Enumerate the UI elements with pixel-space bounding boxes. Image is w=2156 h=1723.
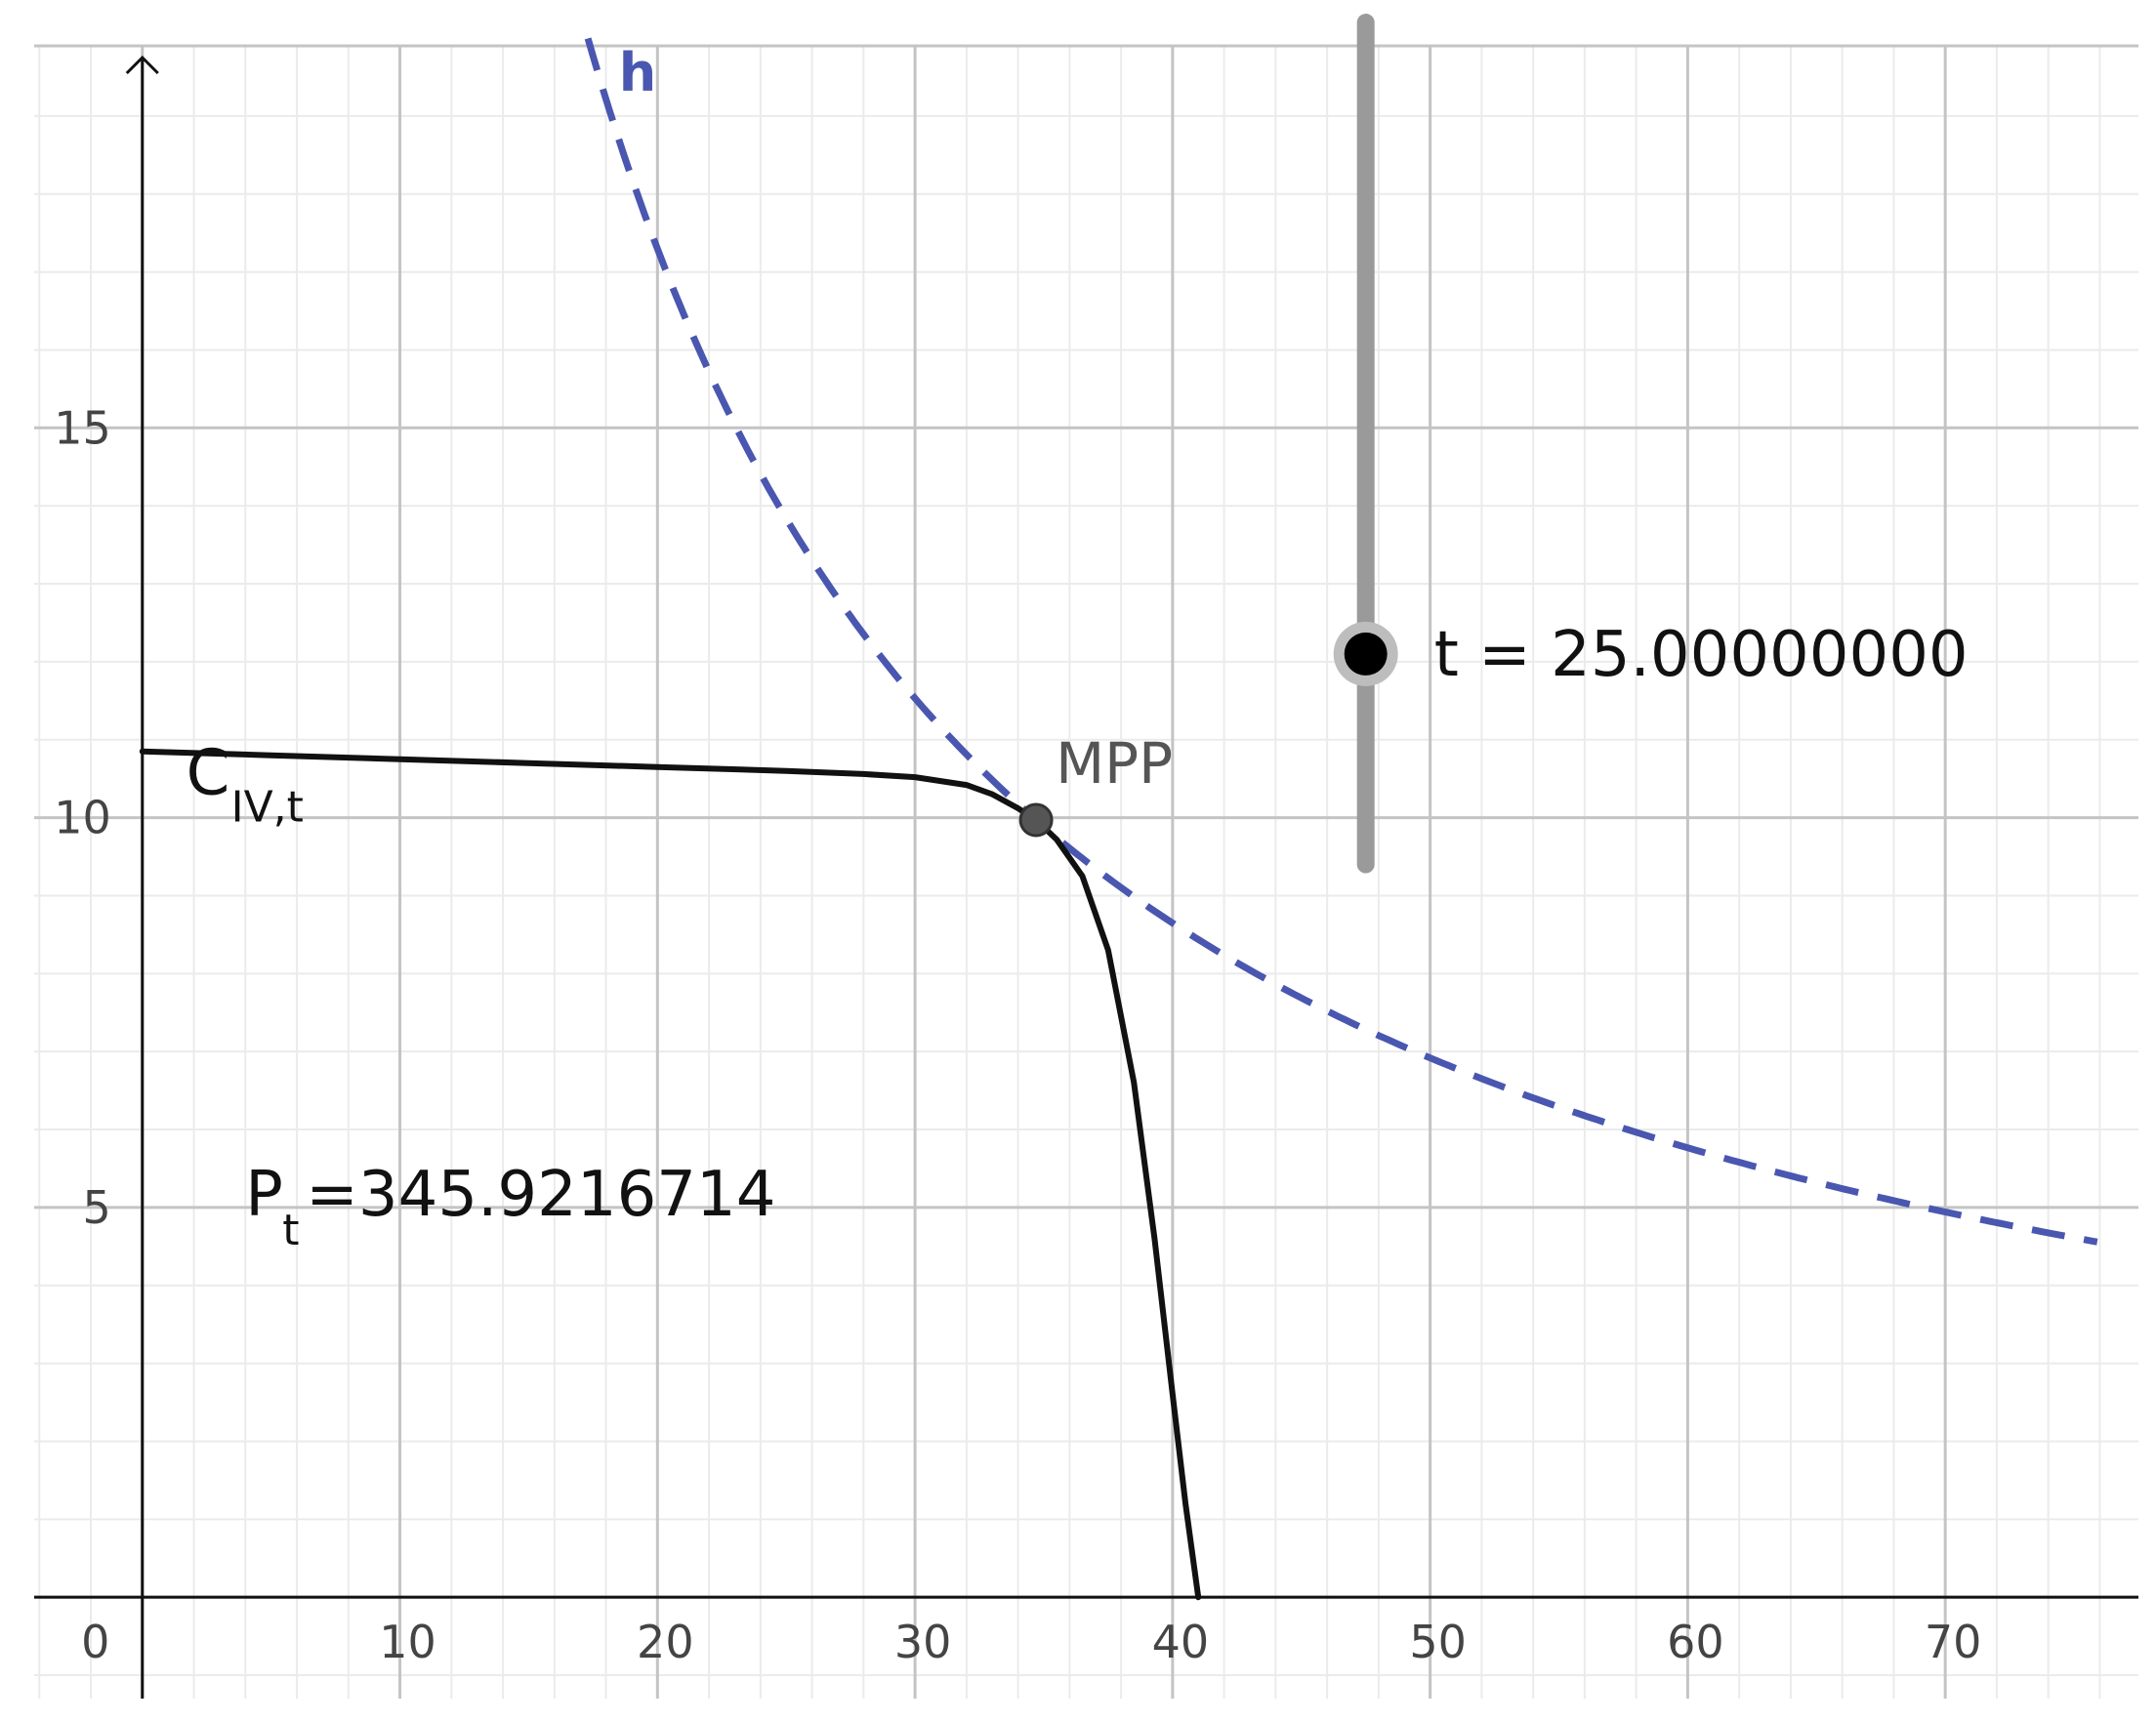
points: MPP	[1018, 730, 1173, 838]
point-mpp[interactable]	[1018, 802, 1054, 838]
grid-major	[34, 44, 2138, 1699]
c-iv-curve	[139, 748, 1202, 1601]
power-label-main: P	[245, 1159, 283, 1231]
series-c	[139, 748, 1202, 1601]
y-tick-label: 15	[54, 401, 111, 454]
x-tick-label: 30	[894, 1616, 952, 1668]
slider-t[interactable]: t = 25.00000000	[1333, 14, 1969, 874]
labels: h C IV,t P t =345.9216714	[187, 42, 776, 1255]
x-tick-label: 60	[1667, 1616, 1724, 1668]
x-tick-label: 0	[81, 1616, 109, 1668]
y-axis-arrow	[125, 55, 159, 75]
x-tick-label: 10	[379, 1616, 436, 1668]
axes	[34, 55, 2138, 1699]
h-curve-label: h	[619, 42, 656, 103]
x-tick-label: 50	[1409, 1616, 1467, 1668]
y-tick-label: 10	[54, 792, 111, 844]
slider-value-label: t = 25.00000000	[1434, 619, 1969, 691]
x-tick-label: 70	[1925, 1616, 1982, 1668]
x-tick-label: 40	[1152, 1616, 1210, 1668]
power-label-value: =345.9216714	[306, 1159, 775, 1231]
c-curve-label: C	[187, 738, 230, 810]
h-curve	[584, 37, 2098, 1246]
y-tick-label: 5	[83, 1181, 111, 1234]
tick-labels: 0 10 20 30 40 50 60 70 5 10 15	[54, 401, 1981, 1668]
point-mpp-label: MPP	[1056, 730, 1173, 797]
grid-minor	[34, 46, 2138, 1699]
c-curve-label-subscript: IV,t	[231, 783, 304, 833]
power-label-subscript: t	[282, 1206, 299, 1255]
series-h	[584, 37, 2098, 1246]
slider-knob[interactable]	[1344, 632, 1388, 676]
x-tick-label: 20	[637, 1616, 694, 1668]
